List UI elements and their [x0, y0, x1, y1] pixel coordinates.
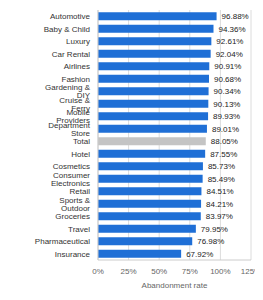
svg-text:92.04%: 92.04% [216, 50, 243, 59]
svg-text:0%: 0% [92, 267, 104, 276]
svg-text:Luxury: Luxury [66, 37, 90, 46]
svg-text:Travel: Travel [68, 225, 90, 234]
svg-text:Airlines: Airlines [64, 62, 90, 71]
svg-text:90.13%: 90.13% [213, 100, 240, 109]
svg-text:96.88%: 96.88% [222, 12, 249, 21]
svg-text:76.98%: 76.98% [197, 237, 224, 246]
svg-text:Hotel: Hotel [71, 150, 90, 159]
svg-text:DepartmentStore: DepartmentStore [48, 121, 91, 138]
svg-text:25%: 25% [121, 267, 137, 276]
svg-text:ConsumerElectronics: ConsumerElectronics [51, 171, 90, 188]
svg-text:Pharmaceutical: Pharmaceutical [35, 237, 90, 246]
svg-text:Automotive: Automotive [50, 12, 91, 21]
svg-text:90.34%: 90.34% [214, 87, 241, 96]
svg-text:Insurance: Insurance [55, 250, 91, 259]
svg-text:88.05%: 88.05% [211, 137, 238, 146]
svg-text:Sports &Outdoor: Sports &Outdoor [59, 196, 90, 213]
svg-text:84.21%: 84.21% [206, 200, 233, 209]
svg-text:Baby & Child: Baby & Child [44, 25, 90, 34]
svg-text:89.93%: 89.93% [213, 112, 240, 121]
svg-text:Car Rental: Car Rental [52, 50, 90, 59]
svg-text:79.95%: 79.95% [201, 225, 228, 234]
svg-text:90.91%: 90.91% [214, 62, 241, 71]
svg-text:90.68%: 90.68% [214, 75, 241, 84]
svg-text:100%: 100% [210, 267, 230, 276]
svg-text:83.97%: 83.97% [206, 212, 233, 221]
svg-text:Total: Total [73, 137, 90, 146]
svg-text:87.55%: 87.55% [210, 150, 237, 159]
svg-text:50%: 50% [151, 267, 167, 276]
svg-text:92.61%: 92.61% [216, 37, 243, 46]
svg-text:75%: 75% [182, 267, 198, 276]
svg-text:84.51%: 84.51% [206, 187, 233, 196]
svg-text:Abandonment rate: Abandonment rate [142, 281, 208, 290]
svg-text:85.73%: 85.73% [208, 162, 235, 171]
svg-text:Groceries: Groceries [55, 212, 90, 221]
svg-text:125%: 125% [241, 267, 255, 276]
svg-text:94.36%: 94.36% [218, 25, 245, 34]
svg-text:89.01%: 89.01% [212, 125, 239, 134]
svg-text:85.49%: 85.49% [208, 175, 235, 184]
svg-text:67.92%: 67.92% [186, 250, 213, 259]
